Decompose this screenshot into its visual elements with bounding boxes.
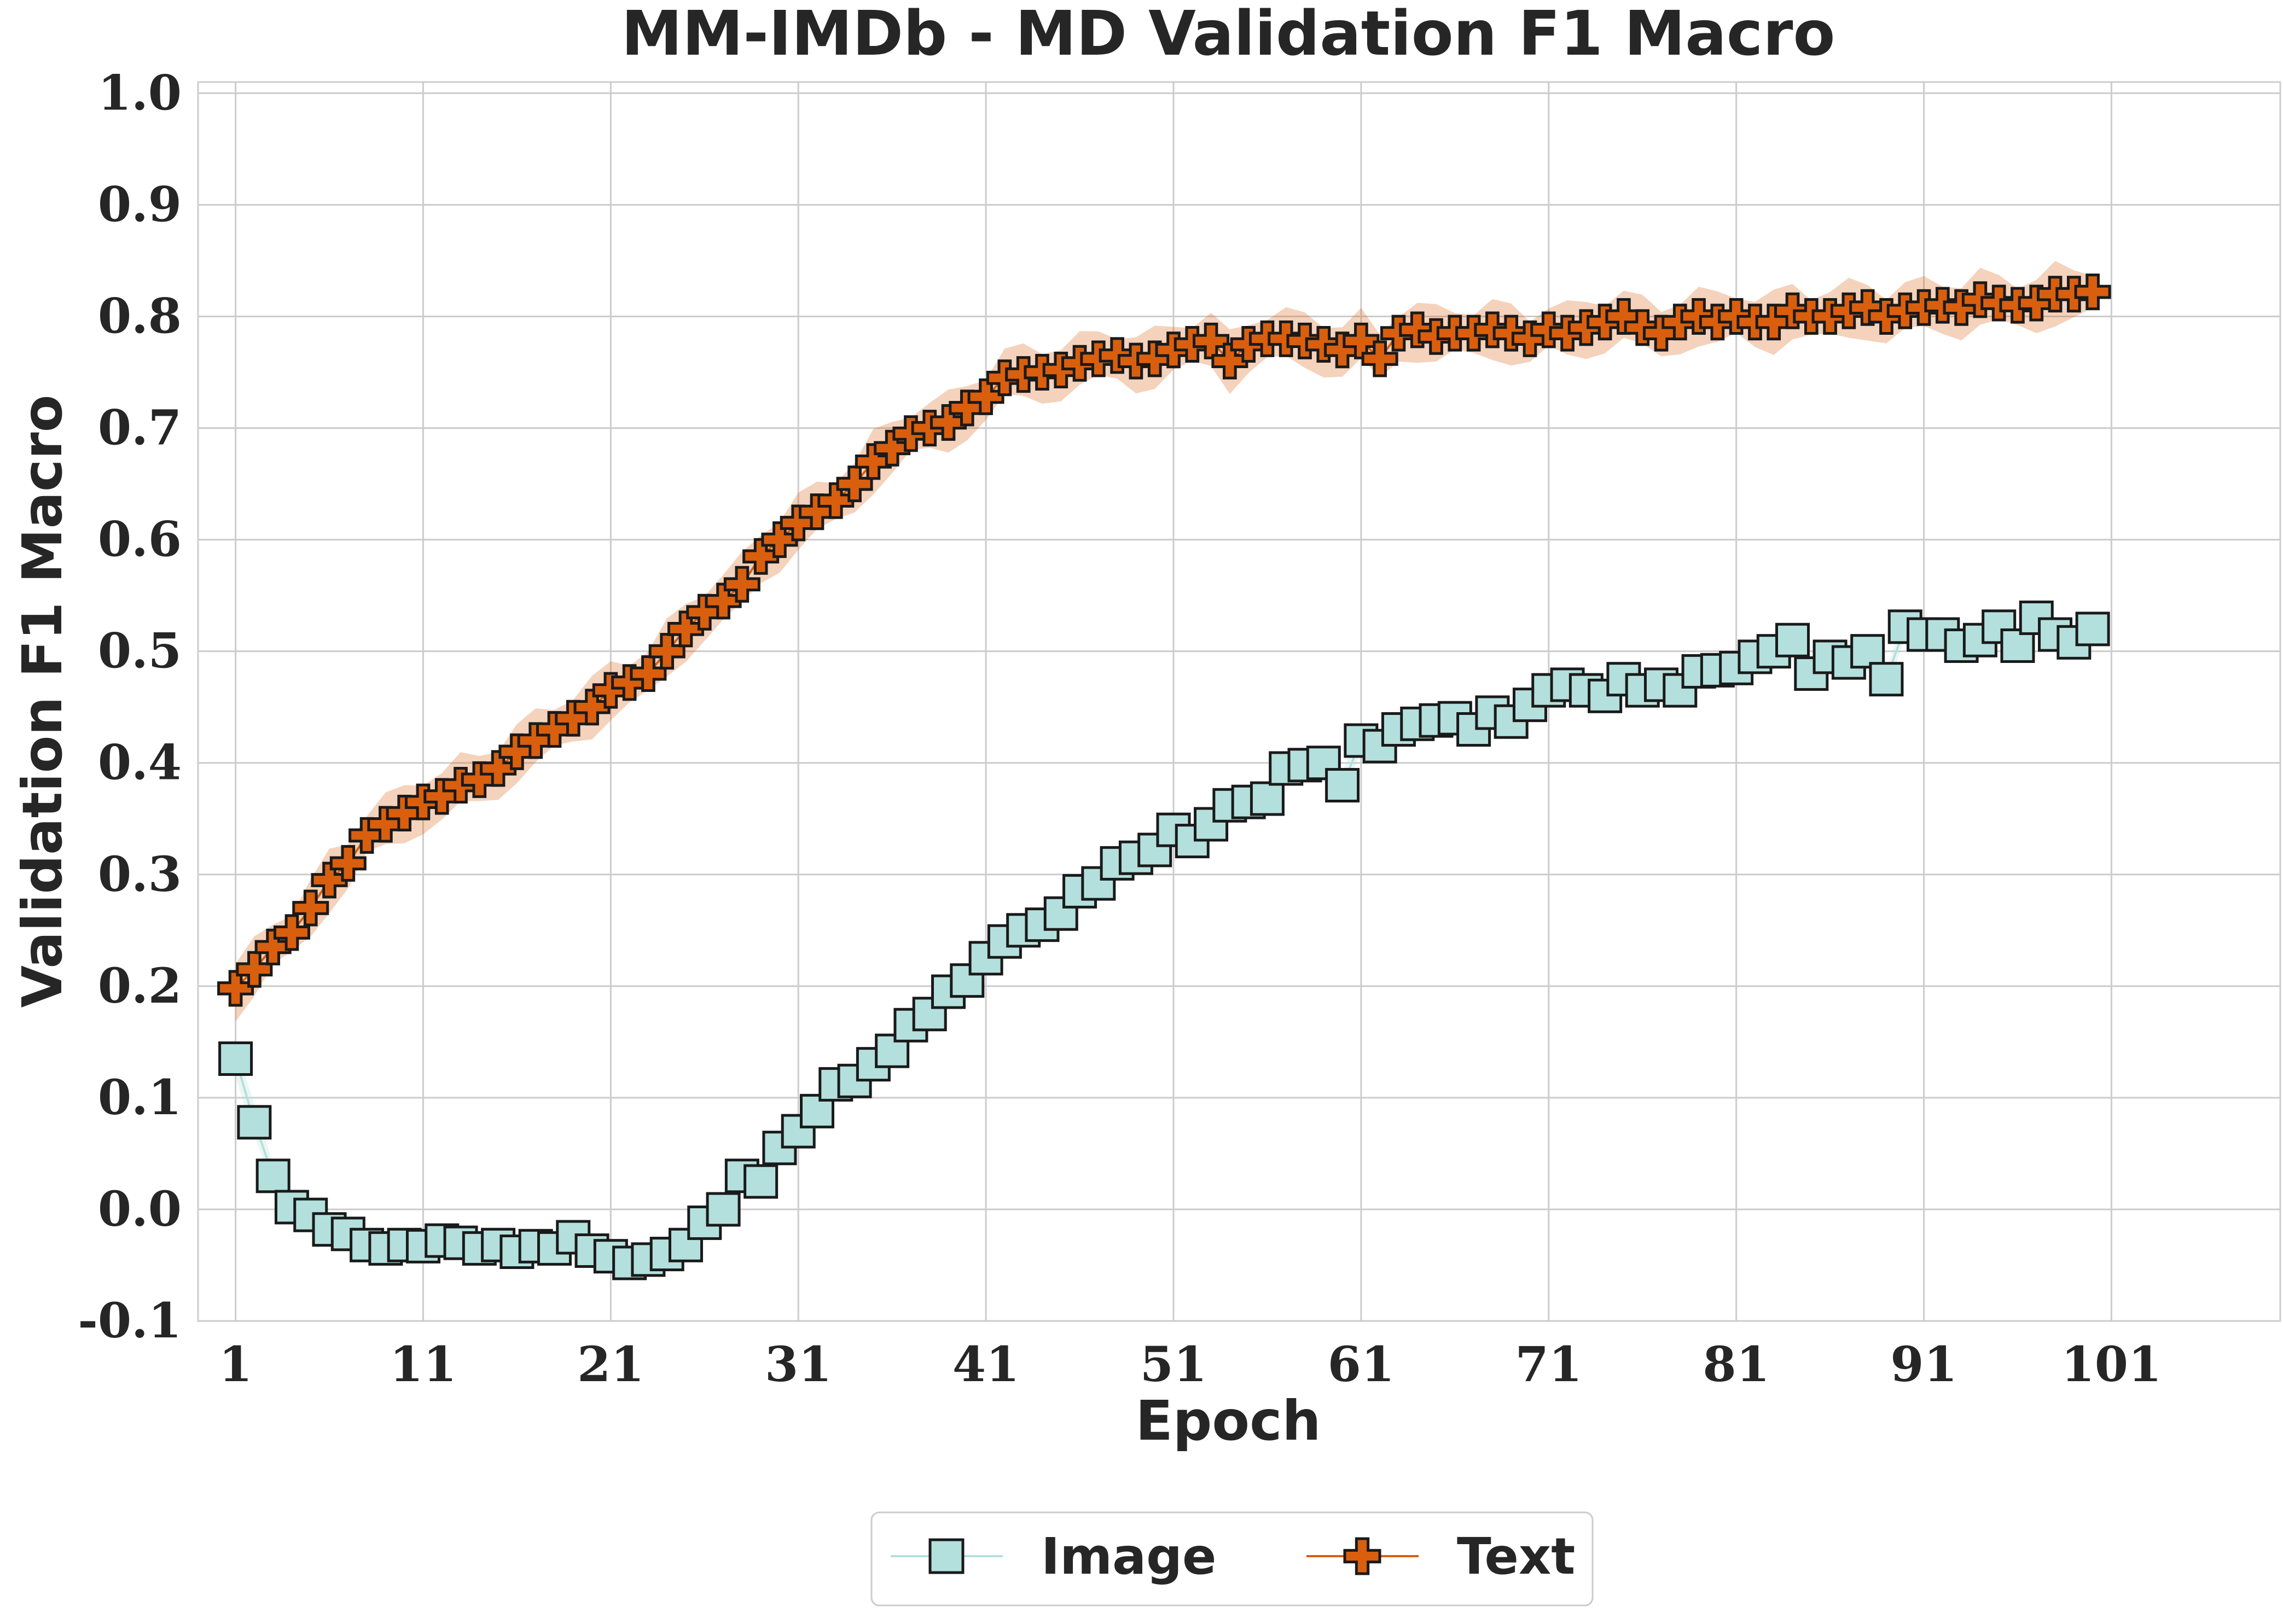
- y-tick-label: 0.3: [98, 846, 182, 903]
- text-point: [311, 862, 348, 899]
- text-point: [742, 538, 780, 575]
- text-point: [855, 443, 892, 480]
- text-point: [1305, 326, 1342, 363]
- x-tick-label: 51: [1140, 1336, 1207, 1393]
- image-point: [1775, 622, 1810, 657]
- x-tick-label: 11: [390, 1336, 456, 1393]
- text-point: [273, 914, 310, 951]
- y-tick-label: 1.0: [98, 64, 182, 121]
- text-point: [236, 951, 273, 988]
- text-point: [630, 655, 667, 692]
- x-tick-label: 81: [1703, 1336, 1769, 1393]
- text-markers: [217, 273, 2111, 1007]
- y-tick-label: -0.1: [78, 1292, 182, 1349]
- grid: [198, 82, 2280, 1322]
- image-markers: [218, 600, 2110, 1280]
- text-point: [967, 378, 1004, 415]
- image-point: [1850, 634, 1885, 669]
- text-point: [254, 928, 292, 965]
- image-point: [743, 1164, 779, 1199]
- text-point: [1961, 281, 1999, 318]
- image-point: [2075, 612, 2110, 647]
- text-point: [1361, 340, 1398, 377]
- text-point: [723, 566, 760, 603]
- image-point: [2000, 628, 2035, 663]
- image-point: [218, 1041, 253, 1076]
- x-tick-label: 41: [952, 1336, 1019, 1393]
- text-point: [1268, 320, 1305, 357]
- text-point: [1980, 284, 2018, 322]
- x-tick-label: 71: [1515, 1336, 1582, 1393]
- y-tick-label: 0.8: [98, 288, 182, 345]
- image-point: [781, 1114, 816, 1149]
- legend-frame: [870, 1511, 1594, 1606]
- text-point: [1211, 342, 1248, 380]
- text-point: [1624, 309, 1661, 346]
- legend: Image Text: [870, 1511, 1594, 1606]
- text-point: [1474, 311, 1511, 348]
- text-point: [2074, 273, 2111, 311]
- text-point: [1286, 322, 1323, 359]
- text-point: [1530, 311, 1567, 348]
- x-tick-label: 61: [1328, 1336, 1395, 1393]
- text-point: [292, 889, 329, 927]
- legend-text-label: Text: [1457, 1527, 1575, 1586]
- image-point: [237, 1105, 272, 1140]
- y-tick-label: 0.6: [98, 511, 182, 568]
- chart-title: MM-IMDb - MD Validation F1 Macro: [621, 0, 1835, 69]
- image-point: [1325, 768, 1360, 803]
- x-tick-label: 21: [577, 1336, 644, 1393]
- plot-frame: [197, 81, 2281, 1322]
- legend-image-marker: [928, 1538, 965, 1574]
- text-point: [930, 404, 967, 441]
- text-point: [1399, 311, 1436, 348]
- image-point: [1250, 781, 1285, 816]
- text-point: [1718, 298, 1755, 335]
- text-point: [761, 521, 798, 558]
- y-tick-label: 0.7: [98, 399, 182, 456]
- text-point: [874, 429, 911, 467]
- y-tick-label: 0.0: [98, 1180, 182, 1237]
- x-tick-label: 91: [1890, 1336, 1957, 1393]
- text-point: [705, 583, 742, 620]
- x-tick-label: 31: [765, 1336, 832, 1393]
- text-point: [667, 610, 704, 648]
- y-tick-label: 0.4: [98, 734, 182, 791]
- y-tick-label: 0.9: [98, 176, 182, 232]
- text-point: [573, 689, 611, 726]
- text-point: [1492, 315, 1530, 352]
- series-layer: [217, 273, 2111, 1280]
- text-point: [1924, 287, 1961, 324]
- image-point: [1081, 866, 1116, 901]
- text-point: [329, 845, 367, 882]
- image-series-line: [234, 616, 2094, 1264]
- text-point: [1849, 289, 1886, 326]
- text-point: [217, 970, 254, 1007]
- text-point: [836, 465, 873, 503]
- y-tick-label: 0.2: [98, 957, 182, 1014]
- text-point: [648, 633, 686, 670]
- image-point: [255, 1159, 291, 1194]
- text-point: [1680, 298, 1717, 335]
- y-tick-label: 0.1: [98, 1069, 182, 1126]
- text-point: [480, 750, 517, 787]
- legend-image-label: Image: [1041, 1527, 1216, 1586]
- legend-text-marker: [1343, 1537, 1381, 1575]
- image-point: [1869, 662, 1904, 697]
- y-tick-label: 0.5: [98, 622, 182, 679]
- image-point: [1512, 688, 1547, 723]
- image-point: [687, 1205, 722, 1240]
- image-band: [235, 605, 2093, 1274]
- x-tick-label: 101: [2061, 1336, 2162, 1393]
- y-axis-label: Validation F1 Macro: [10, 395, 74, 1008]
- text-point: [817, 482, 855, 519]
- image-point: [706, 1192, 741, 1227]
- text-point: [1774, 292, 1811, 329]
- text-point: [1099, 337, 1136, 374]
- tick-labels: 1 11 21 31 41 51 61 71 81 91 101-0.10.00.10.20.30.…: [78, 64, 2162, 1393]
- x-axis-label: Epoch: [1135, 1389, 1321, 1453]
- x-tick-label: 1: [219, 1336, 252, 1393]
